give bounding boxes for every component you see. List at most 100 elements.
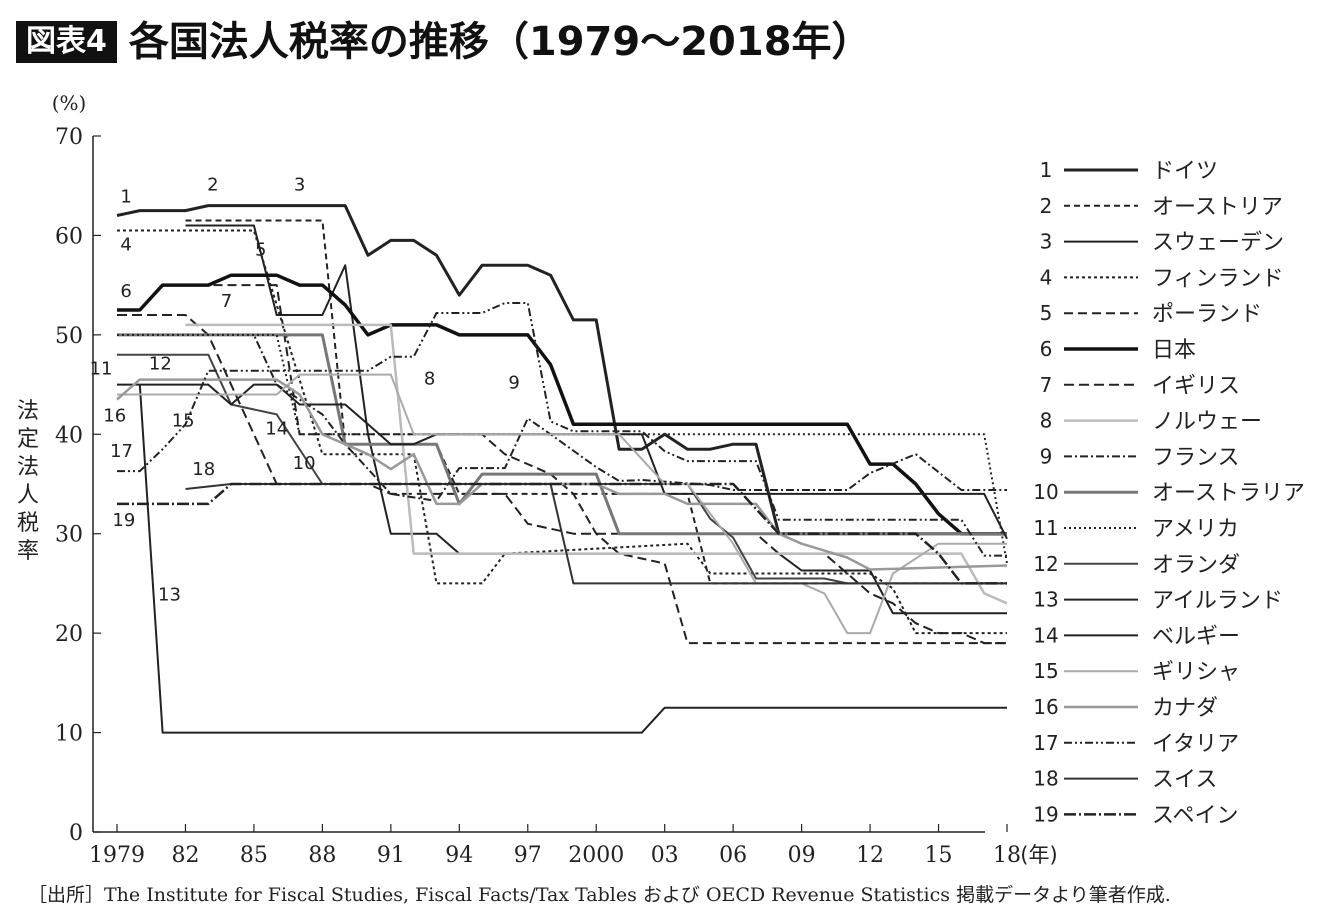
y-unit-label: (%) <box>52 91 87 115</box>
legend-item-12: 12 オランダ <box>1033 552 1240 578</box>
series-annotation-10: 10 <box>293 453 316 474</box>
series-annotation-8: 8 <box>424 369 435 390</box>
x-unit-label: (年) <box>1020 843 1057 867</box>
series-line-15 <box>117 373 1007 635</box>
legend-item-5: 5 ポーランド <box>1040 301 1262 327</box>
legend-number: 18 <box>1033 767 1058 791</box>
legend-number: 6 <box>1040 337 1053 361</box>
legend-label: ノルウェー <box>1152 410 1262 435</box>
legend-label: ドイツ <box>1152 159 1218 184</box>
series-line-2 <box>185 219 1007 585</box>
series-annotation-11: 11 <box>90 359 113 380</box>
series-annotation-7: 7 <box>221 291 232 312</box>
figure-badge: 図表4 <box>16 21 117 63</box>
legend-label: オーストリア <box>1152 195 1283 220</box>
legend-item-18: 18 スイス <box>1033 767 1217 793</box>
legend-number: 13 <box>1033 588 1058 612</box>
series-annotation-19: 19 <box>112 510 135 531</box>
y-tick-label: 20 <box>55 622 83 647</box>
y-tick-label: 40 <box>55 423 83 448</box>
legend-item-4: 4 フィンランド <box>1040 265 1284 291</box>
x-tick-label: 82 <box>171 843 199 868</box>
x-tick-label: 03 <box>651 843 679 868</box>
legend-number: 7 <box>1040 373 1053 397</box>
legend-label: オーストラリア <box>1152 481 1305 506</box>
series-line-4 <box>117 229 1007 635</box>
legend-number: 17 <box>1033 731 1058 755</box>
legend-number: 15 <box>1033 659 1058 683</box>
legend-number: 11 <box>1033 516 1058 540</box>
x-tick-label: 97 <box>514 843 542 868</box>
legend-number: 4 <box>1040 265 1053 289</box>
legend-label: オランダ <box>1152 553 1240 578</box>
x-tick-label: 91 <box>377 843 405 868</box>
legend-label: フィンランド <box>1152 266 1284 291</box>
series-line-8 <box>185 323 1008 605</box>
x-tick-label: 09 <box>788 843 816 868</box>
x-tick-label: 85 <box>240 843 268 868</box>
legend-item-14: 14 ベルギー <box>1033 623 1240 649</box>
series-line-3 <box>185 224 1007 615</box>
legend-number: 1 <box>1040 158 1053 182</box>
legend-item-19: 19 スペイン <box>1033 802 1238 828</box>
y-tick-label: 50 <box>55 324 83 349</box>
series-annotation-6: 6 <box>120 281 131 302</box>
legend-item-3: 3 スウェーデン <box>1040 230 1284 256</box>
series-annotation-12: 12 <box>149 354 172 375</box>
legend-number: 10 <box>1033 480 1058 504</box>
x-tick-label: 88 <box>308 843 336 868</box>
legend-label: フランス <box>1152 445 1240 470</box>
chart-title: 各国法人税率の推移（1979〜2018年） <box>128 19 872 65</box>
series-line-17 <box>117 302 1007 557</box>
series-annotation-17: 17 <box>110 441 133 462</box>
y-tick-label: 30 <box>55 523 83 548</box>
legend-label: アメリカ <box>1152 517 1239 542</box>
legend-label: イタリア <box>1152 732 1239 757</box>
y-tick-label: 10 <box>55 722 83 747</box>
legend-number: 9 <box>1040 444 1053 468</box>
legend-number: 16 <box>1033 695 1058 719</box>
legend-item-10: 10 オーストラリア <box>1033 480 1305 506</box>
legend-number: 8 <box>1040 409 1053 433</box>
x-tick-label: 1979 <box>89 843 145 868</box>
series-annotation-2: 2 <box>207 175 218 196</box>
y-tick-label: 0 <box>69 821 83 846</box>
legend-number: 2 <box>1040 194 1053 218</box>
legend-label: スウェーデン <box>1152 231 1284 256</box>
legend-label: 日本 <box>1152 338 1196 363</box>
legend-number: 3 <box>1040 230 1053 254</box>
series-annotation-4: 4 <box>120 234 131 255</box>
legend-item-9: 9 フランス <box>1040 444 1240 470</box>
legend-label: ベルギー <box>1152 624 1240 649</box>
series-line-1 <box>116 204 1007 536</box>
x-tick-label: 12 <box>856 843 884 868</box>
legend-label: カナダ <box>1152 696 1218 721</box>
legend-item-15: 15 ギリシャ <box>1033 659 1240 685</box>
x-tick-label: 15 <box>925 843 953 868</box>
series-annotation-16: 16 <box>103 405 126 426</box>
legend-number: 14 <box>1033 623 1058 647</box>
legend-number: 19 <box>1033 802 1058 826</box>
series-line-7 <box>117 314 1007 645</box>
legend-number: 12 <box>1033 552 1058 576</box>
series-line-6 <box>117 273 1007 536</box>
source-note: ［出所］The Institute for Fiscal Studies, Fi… <box>28 884 1171 906</box>
legend-item-7: 7 イギリス <box>1040 373 1240 399</box>
legend-item-1: 1 ドイツ <box>1040 158 1218 184</box>
series-annotation-18: 18 <box>192 459 215 480</box>
legend-item-11: 11 アメリカ <box>1033 516 1239 542</box>
title-bar: 図表4 各国法人税率の推移（1979〜2018年） <box>16 10 872 74</box>
series-annotation-14: 14 <box>265 418 288 439</box>
legend-item-2: 2 オーストリア <box>1040 194 1283 220</box>
legend-number: 5 <box>1040 301 1053 325</box>
legend-item-16: 16 カナダ <box>1033 695 1218 721</box>
legend-label: ギリシャ <box>1152 660 1240 685</box>
series-annotation-3: 3 <box>294 175 305 196</box>
x-tick-label: 94 <box>445 843 473 868</box>
series-line-19 <box>117 482 1007 585</box>
series-annotation-13: 13 <box>158 584 181 605</box>
x-tick-label: 2000 <box>568 843 624 868</box>
legend-item-8: 8 ノルウェー <box>1040 409 1262 435</box>
y-axis-label: 法定法人税率 <box>17 399 39 564</box>
